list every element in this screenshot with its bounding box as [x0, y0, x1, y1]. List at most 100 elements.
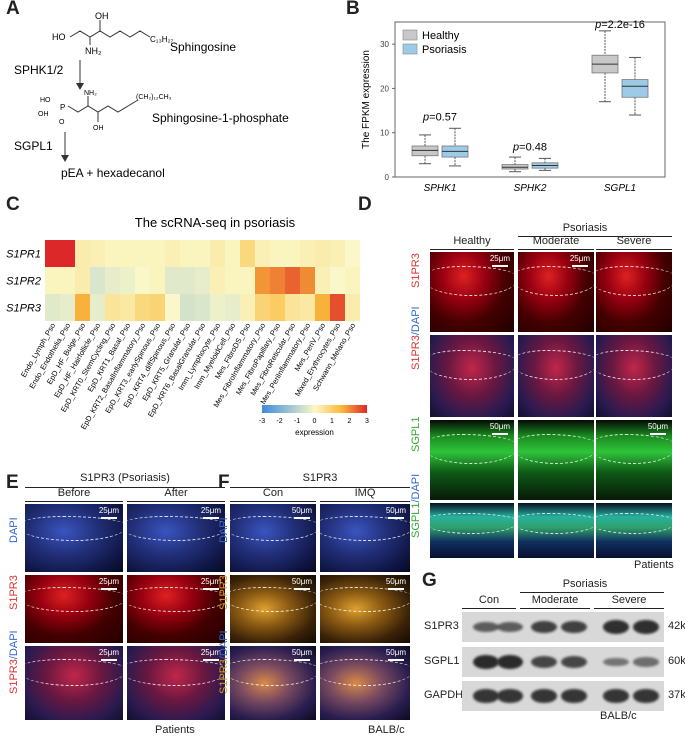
e-title-underline	[25, 487, 225, 488]
heatmap-cell	[75, 294, 90, 321]
g-band	[473, 689, 499, 703]
g-kd-label: 42kD	[668, 620, 685, 632]
g-header-severe: Severe	[611, 594, 647, 606]
epidermis-outline	[320, 659, 410, 687]
d-img-sgpl1-dapi-1	[518, 503, 594, 558]
panel-e-label: E	[6, 472, 19, 493]
legend-label: Healthy	[422, 30, 460, 42]
heatmap-legend-title: expression	[295, 428, 334, 437]
d-underline-healthy	[430, 249, 514, 250]
heatmap-cell	[225, 294, 240, 321]
heatmap-cell	[195, 294, 210, 321]
g-band	[561, 656, 587, 668]
heatmap-cell	[255, 294, 270, 321]
e-img-s1pr3-dapi-0: 25μm	[25, 646, 123, 720]
f-underline-con	[230, 501, 316, 502]
d-img-s1pr3-2	[596, 252, 672, 332]
f-img-s1pr3-1: 50μm	[320, 575, 410, 643]
heatmap-cell	[60, 240, 75, 267]
d-img-sgpl1-2: 50μm	[596, 420, 672, 500]
epidermis-outline	[230, 587, 316, 613]
atom-p: P	[60, 103, 65, 112]
heatmap-cell	[150, 240, 165, 267]
heatmap-cell	[240, 267, 255, 294]
heatmap-legend-tick: 3	[365, 418, 369, 425]
f-img-s1pr3-0: 50μm	[230, 575, 316, 643]
d-header-moderate: Moderate	[532, 235, 580, 247]
epidermis-outline	[430, 266, 514, 296]
g-band	[603, 620, 629, 634]
g-band	[531, 656, 557, 668]
g-band	[531, 620, 557, 634]
heatmap-cell	[45, 240, 60, 267]
scale-bar: 25μm	[489, 254, 510, 267]
scale-bar: 25μm	[98, 577, 119, 590]
e-underline-before	[25, 501, 123, 502]
g-band	[531, 689, 557, 703]
g-header-moderate: Moderate	[531, 594, 579, 606]
f-title-underline	[230, 487, 410, 488]
scale-bar: 25μm	[200, 506, 221, 519]
x-category-label: SPHK1	[424, 183, 457, 194]
scale-bar: 50μm	[291, 577, 312, 590]
g-band	[603, 657, 629, 667]
heatmap-cell	[180, 267, 195, 294]
heatmap-cell	[270, 294, 285, 321]
g-kd-label: 37kD	[668, 689, 685, 701]
e-img-dapi-1: 25μm	[127, 504, 225, 572]
g-band	[603, 689, 629, 703]
sgpl1-enzyme-label: SGPL1	[14, 139, 53, 153]
g-blot-strip	[462, 681, 664, 711]
p-value-label: p=0.57	[422, 111, 457, 123]
heatmap-cell	[60, 294, 75, 321]
heatmap-cell	[225, 240, 240, 267]
f-underline-imq	[320, 501, 410, 502]
heatmap-legend-tick: 1	[330, 418, 334, 425]
panel-a-pathway: OH HO NH₂ C₁₃H₂₇ Sphingosine SPHK1/2 HO …	[14, 11, 289, 180]
atom-oh: OH	[95, 11, 109, 21]
atom-oh-3: OH	[93, 125, 104, 132]
d-img-s1pr3-dapi-1	[518, 335, 594, 417]
panel-c-label: C	[6, 194, 20, 215]
d-underline-moderate	[518, 249, 594, 250]
sphk-enzyme-label: SPHK1/2	[14, 63, 64, 77]
g-row-label: GAPDH	[424, 689, 464, 701]
scale-bar: 25μm	[569, 254, 590, 267]
epidermis-outline	[25, 659, 123, 687]
scale-bar: 50μm	[385, 577, 406, 590]
heatmap-cell	[60, 267, 75, 294]
f-row-label-s1pr3: S1PR3	[218, 575, 230, 610]
heatmap-cell	[285, 240, 300, 267]
g-blot-strip	[462, 612, 664, 642]
g-band	[561, 620, 587, 634]
d-img-s1pr3-1: 25μm	[518, 252, 594, 332]
scale-bar: 50μm	[385, 506, 406, 519]
epidermis-outline	[320, 516, 410, 542]
heatmap-cell	[135, 240, 150, 267]
d-row-label-s1pr3-dapi: S1PR3/DAPI	[410, 306, 422, 370]
d-img-sgpl1-dapi-0	[430, 503, 514, 558]
g-blot-strip	[462, 647, 664, 677]
epidermis-outline	[25, 587, 123, 613]
y-tick-label: 30	[380, 40, 389, 49]
f-title: S1PR3	[302, 472, 338, 484]
heatmap-cell	[135, 294, 150, 321]
g-row-label: SGPL1	[424, 655, 460, 667]
g-band	[633, 657, 659, 667]
scale-bar: 50μm	[291, 506, 312, 519]
heatmap-cell	[300, 294, 315, 321]
g-band	[497, 621, 523, 633]
g-underline-psoriasis	[520, 592, 664, 593]
heatmap-legend-tick: -3	[259, 418, 265, 425]
e-row-label-dapi: DAPI	[8, 517, 20, 543]
epidermis-outline	[320, 587, 410, 613]
atom-nh2-b: NH₂	[84, 90, 97, 97]
d-img-s1pr3-dapi-2	[596, 335, 672, 417]
heatmap-cell	[75, 267, 90, 294]
atom-o: O	[59, 119, 65, 126]
g-band	[473, 655, 499, 669]
heatmap-cell	[165, 294, 180, 321]
heatmap-cell	[300, 267, 315, 294]
heatmap-cell	[255, 240, 270, 267]
panel-b-label: B	[346, 0, 360, 19]
